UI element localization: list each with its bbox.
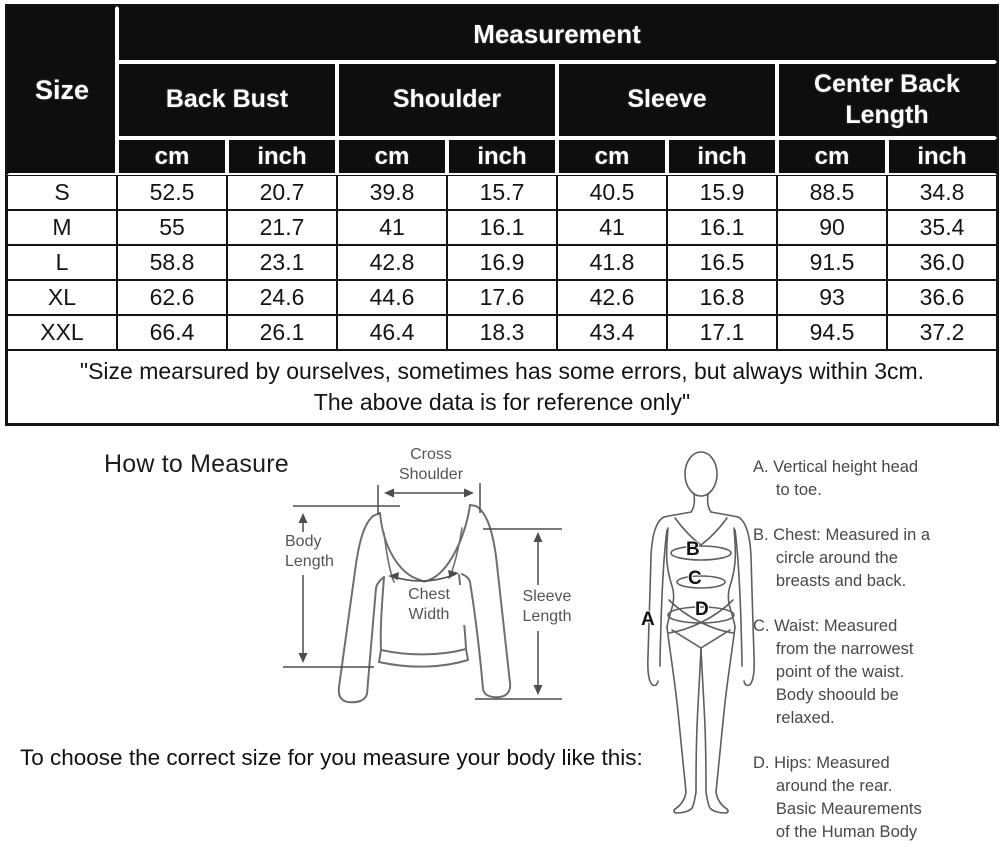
- measurement-value: 17.1: [667, 315, 777, 350]
- marker-d: D: [695, 599, 709, 620]
- measurement-value: 24.6: [227, 280, 337, 315]
- note-chest: B. Chest: Measured in a circle around th…: [753, 526, 931, 590]
- unit-header: inch: [447, 138, 557, 175]
- measurement-value: 26.1: [227, 315, 337, 350]
- measurement-value: 37.2: [887, 315, 997, 350]
- unit-header: inch: [667, 138, 777, 175]
- measurement-value: 90: [777, 210, 887, 245]
- cross-shoulder-label: Cross Shoulder: [383, 445, 479, 485]
- measurement-value: 62.6: [117, 280, 227, 315]
- measurement-value: 35.4: [887, 210, 997, 245]
- measurement-value: 44.6: [337, 280, 447, 315]
- measurement-value: 16.9: [447, 245, 557, 280]
- measurement-value: 94.5: [777, 315, 887, 350]
- unit-header: inch: [227, 138, 337, 175]
- measurement-header: Measurement: [117, 6, 997, 62]
- how-to-measure-section: How to Measure: [0, 430, 1000, 841]
- measurement-value: 17.6: [447, 280, 557, 315]
- measurement-value: 15.7: [447, 175, 557, 210]
- measurement-value: 46.4: [337, 315, 447, 350]
- group-header-back-bust: Back Bust: [117, 62, 337, 138]
- measurement-value: 42.8: [337, 245, 447, 280]
- measurement-value: 40.5: [557, 175, 667, 210]
- body-figure-diagram: [647, 451, 755, 814]
- note-vertical-height: A. Vertical height head to toe.: [753, 458, 919, 499]
- marker-b: B: [686, 539, 700, 560]
- measurement-value: 93: [777, 280, 887, 315]
- size-disclaimer-note: "Size mearsured by ourselves, sometimes …: [7, 350, 997, 424]
- body-length-label: Body Length: [283, 532, 336, 572]
- note-waist: C. Waist: Measured from the narrowest po…: [753, 617, 914, 727]
- measurement-value: 41: [337, 210, 447, 245]
- measurement-value: 39.8: [337, 175, 447, 210]
- choose-size-instruction: To choose the correct size for you measu…: [20, 745, 643, 770]
- measurement-value: 58.8: [117, 245, 227, 280]
- measure-notes-list: A. Vertical height head to toe. B. Chest…: [753, 456, 999, 866]
- measurement-value: 16.1: [667, 210, 777, 245]
- measurement-value: 52.5: [117, 175, 227, 210]
- unit-header: cm: [117, 138, 227, 175]
- sleeve-length-label: Sleeve Length: [512, 587, 582, 627]
- measurement-value: 20.7: [227, 175, 337, 210]
- size-row-label: XL: [7, 280, 117, 315]
- measurement-value: 16.8: [667, 280, 777, 315]
- group-header-center-back-length: Center Back Length: [777, 62, 997, 138]
- measurement-value: 66.4: [117, 315, 227, 350]
- measurement-value: 21.7: [227, 210, 337, 245]
- group-header-shoulder: Shoulder: [337, 62, 557, 138]
- measurement-value: 36.6: [887, 280, 997, 315]
- size-row-label: S: [7, 175, 117, 210]
- unit-header: cm: [557, 138, 667, 175]
- measurement-value: 88.5: [777, 175, 887, 210]
- size-column-header: Size: [7, 6, 117, 175]
- measurement-value: 43.4: [557, 315, 667, 350]
- note-hips: D. Hips: Measured around the rear. Basic…: [753, 754, 922, 841]
- how-to-measure-title: How to Measure: [104, 450, 289, 478]
- measurement-value: 42.6: [557, 280, 667, 315]
- marker-a: A: [641, 609, 655, 630]
- size-row-label: L: [7, 245, 117, 280]
- measurement-value: 16.1: [447, 210, 557, 245]
- measurement-value: 41.8: [557, 245, 667, 280]
- measurement-value: 41: [557, 210, 667, 245]
- measurement-value: 91.5: [777, 245, 887, 280]
- unit-header: cm: [337, 138, 447, 175]
- unit-header: inch: [887, 138, 997, 175]
- measurement-value: 18.3: [447, 315, 557, 350]
- measurement-value: 16.5: [667, 245, 777, 280]
- measurement-value: 34.8: [887, 175, 997, 210]
- size-row-label: M: [7, 210, 117, 245]
- group-header-sleeve: Sleeve: [557, 62, 777, 138]
- measurement-value: 23.1: [227, 245, 337, 280]
- measurement-value: 55: [117, 210, 227, 245]
- chest-width-label: Chest Width: [392, 585, 466, 625]
- size-measurement-table: Size Measurement Back Bust Shoulder Slee…: [5, 4, 999, 426]
- unit-header: cm: [777, 138, 887, 175]
- marker-c: C: [688, 568, 702, 589]
- size-row-label: XXL: [7, 315, 117, 350]
- measurement-value: 36.0: [887, 245, 997, 280]
- garment-measure-diagram: [283, 483, 562, 704]
- size-chart-infographic: { "size_table": { "corner_header": "Size…: [0, 4, 1000, 841]
- measurement-value: 15.9: [667, 175, 777, 210]
